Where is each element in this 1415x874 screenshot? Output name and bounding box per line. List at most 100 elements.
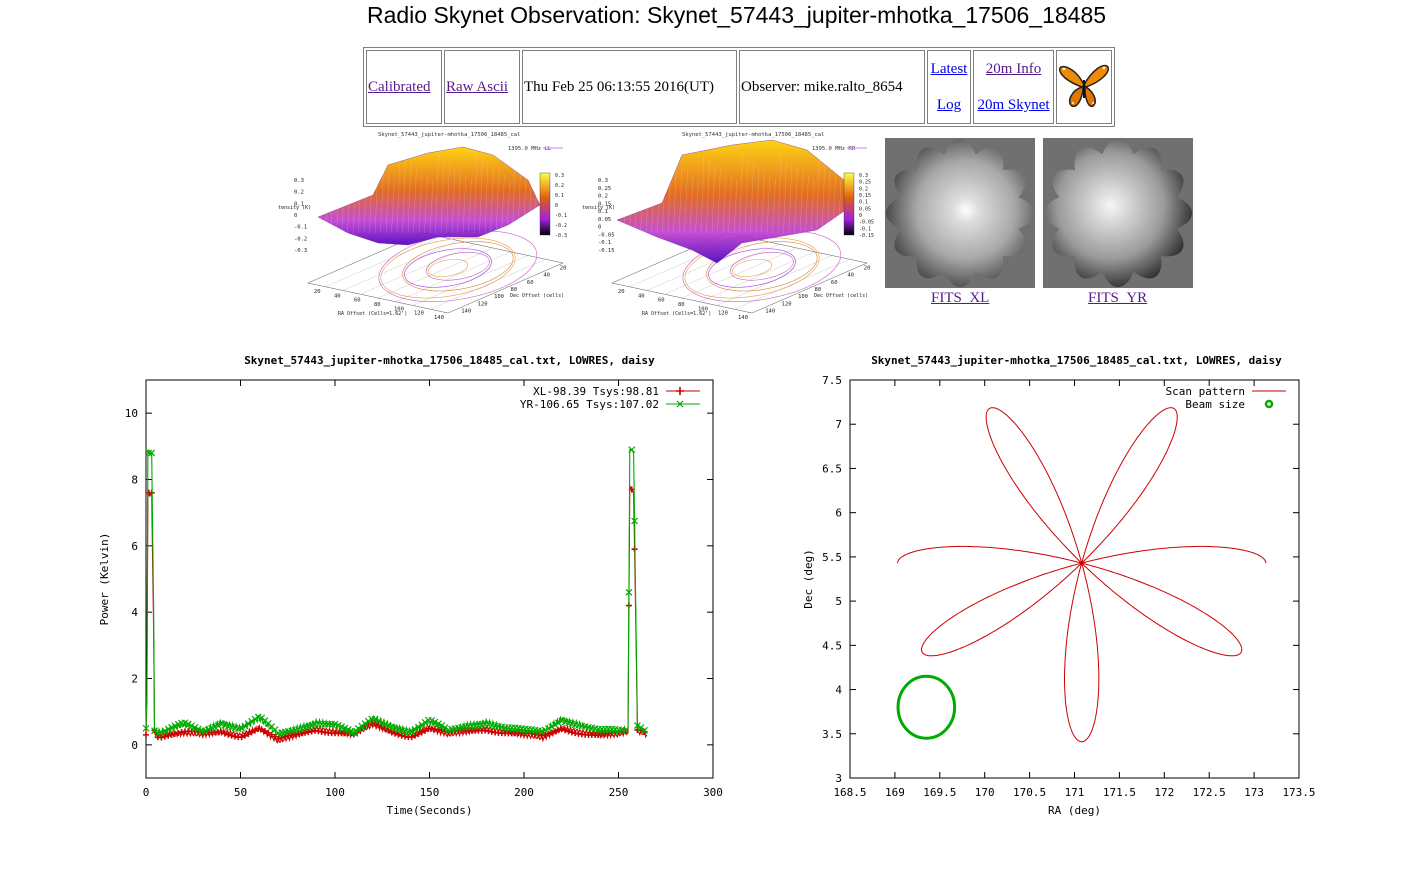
power-point [631, 517, 638, 525]
power-series-line [145, 449, 648, 740]
fits-yr-link[interactable]: FITS_YR [1088, 290, 1148, 306]
colorbar-tick: -0.15 [859, 233, 874, 239]
power-point [268, 731, 275, 738]
colorbar-tick: 0.2 [555, 183, 564, 189]
power-point [364, 717, 372, 725]
power-point [545, 730, 552, 737]
scan-ytick: 4.5 [822, 639, 842, 652]
log-link[interactable]: Log [936, 97, 962, 113]
surface-ztick: -0.1 [294, 225, 307, 231]
colorbar-tick: 0.1 [555, 193, 564, 199]
skynet-20m-link[interactable]: 20m Skynet [977, 97, 1050, 113]
fits-yr-image[interactable] [1043, 138, 1193, 288]
power-series-line [145, 484, 648, 745]
scan-ytick: 6.5 [822, 462, 842, 475]
butterfly-logo-cell[interactable] [1056, 50, 1112, 124]
power-xtick: 150 [420, 786, 440, 799]
power-point [434, 720, 442, 728]
power-point [258, 726, 265, 733]
butterfly-logo-icon[interactable] [1058, 58, 1110, 112]
raw-ascii-link[interactable]: Raw Ascii [446, 78, 509, 95]
power-point [271, 733, 278, 740]
surface-ztick: -0.3 [294, 248, 307, 254]
power-point [633, 722, 641, 730]
power-point [142, 724, 150, 732]
power-point [375, 722, 382, 729]
power-point [358, 722, 366, 730]
latest-link[interactable]: Latest [930, 61, 968, 77]
colorbar-tick: 0.05 [859, 206, 871, 212]
power-point [441, 724, 449, 731]
surface-ztick: -0.05 [598, 232, 615, 238]
power-point [344, 725, 352, 733]
surface-title: Skynet_57443_jupiter-mhotka_17506_18485_… [682, 132, 824, 138]
surface-xtick: 120 [718, 311, 728, 317]
power-point [361, 720, 369, 727]
power-point [411, 726, 419, 733]
surface-ytick: 20 [560, 266, 567, 272]
power-ytick: 0 [131, 739, 138, 752]
power-point [374, 717, 382, 725]
surface-xtick: 20 [618, 289, 625, 295]
surface-plot-rr: Skynet_57443_jupiter-mhotka_17506_18485_… [582, 132, 874, 321]
fits-xl-image[interactable] [885, 138, 1035, 288]
power-point [165, 732, 172, 739]
surface-ytick: 140 [765, 308, 775, 314]
nav-table: Calibrated Raw Ascii Thu Feb 25 06:13:55… [363, 47, 1115, 127]
scan-xtick: 172 [1154, 786, 1174, 799]
power-point [548, 723, 556, 731]
surface-xtick: 80 [374, 302, 381, 308]
scan-ytick: 3.5 [822, 728, 842, 741]
surface-zlabel: tensity (K) [582, 205, 615, 211]
scan-xtick: 171.5 [1103, 786, 1136, 799]
surface-ztick: 0.3 [598, 178, 608, 184]
surface-ylabel: Dec Offset (cells) [814, 293, 868, 299]
surface-ztick: 0.2 [598, 194, 608, 200]
info-20m-link[interactable]: 20m Info [985, 61, 1042, 77]
power-point [145, 449, 153, 457]
beam-legend-label: Beam size [1185, 398, 1245, 411]
surface-xtick: 140 [738, 315, 748, 321]
surface-plot-ll: Skynet_57443_jupiter-mhotka_17506_18485_… [278, 132, 567, 321]
beam-legend-marker [1264, 399, 1274, 409]
scan-legend-label: Scan pattern [1166, 385, 1245, 398]
colorbar-tick: 0.1 [859, 200, 868, 206]
surface-ztick: 0.15 [598, 201, 611, 207]
power-point [261, 728, 268, 735]
surface-ytick: 120 [782, 301, 792, 307]
power-point [545, 725, 552, 732]
power-point [548, 729, 555, 736]
surface-xlabel: RA Offset (Cells=1.62') [338, 311, 407, 317]
observer: Observer: mike.ralto_8654 [739, 50, 925, 124]
scan-chart-title: Skynet_57443_jupiter-mhotka_17506_18485_… [871, 354, 1282, 367]
surface-xtick: 100 [394, 306, 404, 312]
surface-xtick: 40 [334, 293, 341, 299]
power-point [265, 729, 272, 736]
power-ytick: 8 [131, 474, 138, 487]
surface-ztick: 0.1 [294, 201, 304, 207]
scan-xlabel: RA (deg) [1048, 804, 1101, 817]
power-point [191, 723, 199, 731]
calibrated-link[interactable]: Calibrated [368, 78, 431, 95]
power-point [168, 731, 175, 738]
power-point [245, 731, 252, 738]
power-legend-label: XL-98.39 Tsys:98.81 [533, 385, 659, 398]
power-point [382, 725, 389, 732]
power-point [551, 721, 559, 729]
surface-ytick: 100 [494, 294, 504, 300]
fits-xl-link[interactable]: FITS_XL [931, 290, 990, 306]
power-point [228, 732, 235, 739]
power-point [558, 726, 565, 733]
surface-xtick: 120 [414, 311, 424, 317]
surface-ztick: 0.1 [598, 209, 608, 215]
nav-cell-raw: Raw Ascii [444, 50, 520, 124]
power-point [218, 729, 225, 736]
scan-ytick: 3 [835, 772, 842, 785]
surface-ytick: 100 [798, 294, 808, 300]
scan-xtick: 173 [1244, 786, 1264, 799]
power-point [628, 446, 636, 454]
surface-ytick: 80 [511, 287, 518, 293]
page-title: Radio Skynet Observation: Skynet_57443_j… [366, 2, 1107, 28]
surface-legend: 1395.0 MHz RR [812, 146, 856, 152]
colorbar-tick: 0 [555, 203, 558, 209]
